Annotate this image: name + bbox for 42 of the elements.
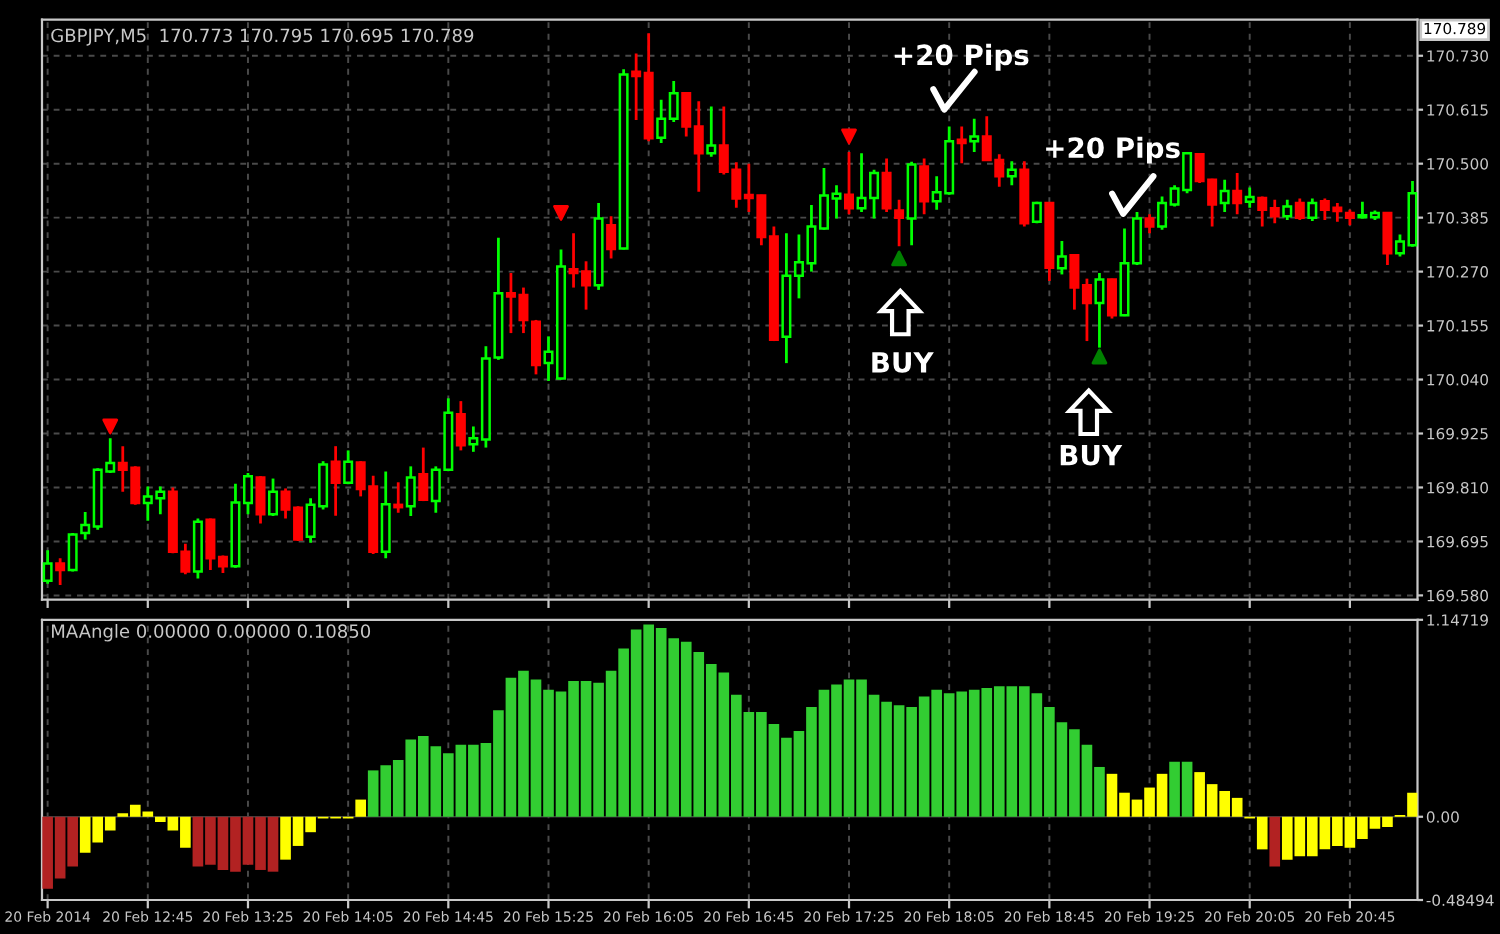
point	[553, 205, 569, 221]
candlestick	[42, 548, 53, 586]
candlestick	[956, 125, 967, 165]
annotation: +20 Pips	[894, 43, 1029, 71]
candlestick	[706, 105, 717, 159]
annotation: +20 Pips	[1046, 136, 1180, 164]
candlestick	[405, 464, 416, 518]
candlestick	[1282, 198, 1293, 222]
point	[841, 128, 857, 145]
candlestick	[418, 446, 429, 503]
candlestick	[380, 470, 391, 560]
candlestick	[606, 214, 617, 260]
candlestick	[1307, 197, 1318, 223]
bar	[355, 799, 366, 817]
candlestick	[1056, 239, 1067, 276]
candlestick	[1244, 186, 1255, 210]
candlestick	[919, 157, 930, 216]
point	[1091, 348, 1108, 365]
point	[102, 418, 119, 435]
candlestick	[1294, 197, 1305, 222]
candlestick	[268, 477, 279, 518]
candlestick	[343, 449, 354, 486]
candlestick	[1106, 277, 1117, 320]
chart-title: MAAngle 0.00000 0.00000 0.10850	[52, 624, 371, 642]
bar	[1269, 816, 1281, 867]
candlestick	[969, 117, 980, 154]
candlestick	[1006, 159, 1017, 187]
chart-title: GBPJPY,M5 170.773 170.795 170.695 170.789	[51, 28, 474, 46]
candlestick	[1382, 211, 1393, 267]
candlestick	[393, 480, 404, 515]
point	[891, 250, 908, 267]
candlestick	[530, 318, 541, 376]
candlestick	[1219, 178, 1230, 214]
candlestick	[55, 556, 66, 587]
annotation: BUY	[872, 352, 934, 373]
candlestick	[455, 399, 466, 452]
candlestick	[1232, 171, 1243, 216]
candlestick	[255, 474, 266, 525]
candlestick	[1144, 212, 1155, 235]
candlestick	[330, 444, 341, 518]
candlestick	[844, 150, 855, 216]
annotation: BUY	[1060, 444, 1123, 466]
